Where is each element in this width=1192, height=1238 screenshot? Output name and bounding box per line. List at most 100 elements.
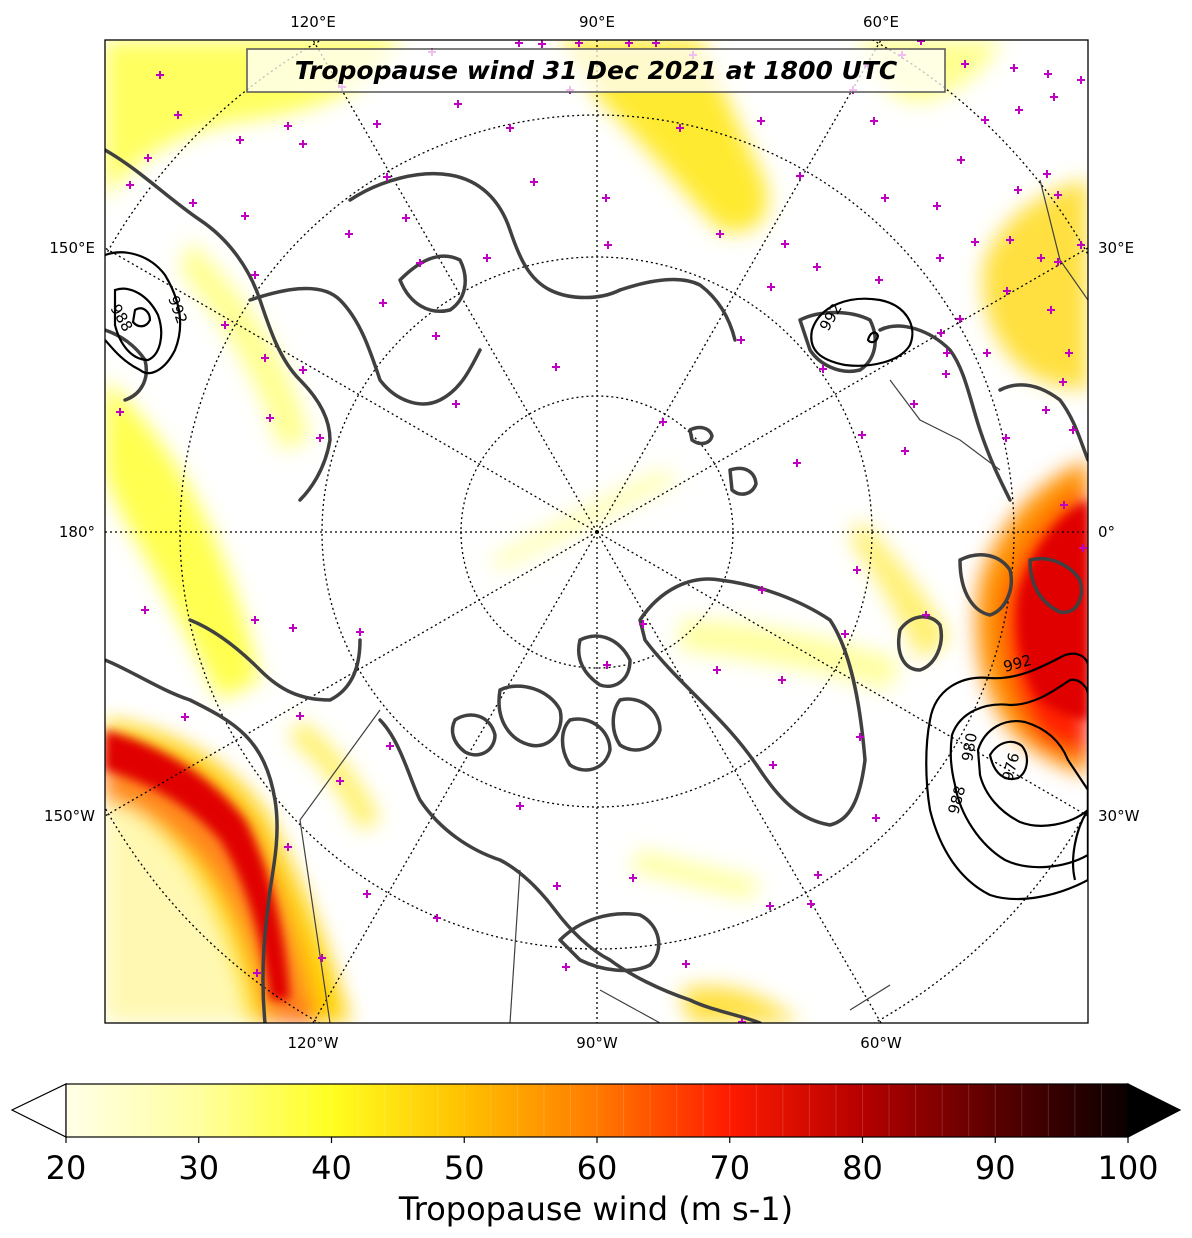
station-marker — [144, 154, 152, 162]
pressure-contours — [105, 251, 1088, 901]
lon-label-bottom: 90°W — [576, 1034, 618, 1052]
station-marker — [796, 172, 804, 180]
station-marker — [236, 136, 244, 144]
station-markers — [116, 40, 1087, 1023]
station-marker — [1069, 426, 1077, 434]
station-marker — [189, 199, 197, 207]
station-marker — [881, 194, 889, 202]
station-marker — [316, 434, 324, 442]
lon-label-left: 150°E — [49, 239, 95, 257]
station-marker — [769, 761, 777, 769]
station-marker — [289, 624, 297, 632]
station-marker — [603, 661, 611, 669]
station-marker — [432, 332, 440, 340]
station-marker — [266, 414, 274, 422]
coastlines — [105, 148, 1088, 1023]
station-marker — [1010, 64, 1018, 72]
station-marker — [116, 408, 124, 416]
station-marker — [562, 963, 570, 971]
colorbar-tick-label: 20 — [46, 1149, 87, 1187]
station-marker — [356, 628, 364, 636]
station-marker — [253, 969, 261, 977]
station-marker — [516, 802, 524, 810]
lon-label-right: 30°W — [1098, 807, 1140, 825]
lon-label-top: 120°E — [290, 13, 336, 31]
station-marker — [957, 156, 965, 164]
station-marker — [602, 194, 610, 202]
station-marker — [901, 447, 909, 455]
station-marker — [379, 299, 387, 307]
contour-label: 980 — [958, 731, 981, 762]
station-marker — [296, 712, 304, 720]
station-marker — [981, 116, 989, 124]
borders — [299, 179, 1088, 1023]
station-marker — [1077, 76, 1085, 84]
station-marker — [853, 566, 861, 574]
lon-label-bottom: 120°W — [288, 1034, 339, 1052]
station-marker — [402, 214, 410, 222]
station-marker — [1079, 544, 1087, 552]
lon-label-top: 90°E — [579, 13, 615, 31]
station-marker — [639, 620, 647, 628]
station-marker — [1006, 236, 1014, 244]
station-marker — [1054, 191, 1062, 199]
station-marker — [807, 900, 815, 908]
station-marker — [1050, 93, 1058, 101]
station-marker — [870, 117, 878, 125]
station-marker — [942, 370, 950, 378]
station-marker — [937, 329, 945, 337]
station-marker — [659, 418, 667, 426]
station-marker — [553, 882, 561, 890]
colorbar-tick-label: 70 — [709, 1149, 750, 1187]
station-marker — [454, 100, 462, 108]
station-marker — [126, 181, 134, 189]
station-marker — [1077, 241, 1085, 249]
station-marker — [1042, 406, 1050, 414]
colorbar-extend-high — [1127, 1083, 1182, 1138]
station-marker — [936, 254, 944, 262]
station-marker — [1060, 501, 1068, 509]
station-marker — [716, 230, 724, 238]
station-marker — [506, 124, 514, 132]
colorbar-tick-label: 50 — [444, 1149, 485, 1187]
lon-label-bottom: 60°W — [860, 1034, 902, 1052]
station-marker — [241, 212, 249, 220]
station-marker — [858, 431, 866, 439]
station-marker — [1002, 434, 1010, 442]
map-title: Tropopause wind 31 Dec 2021 at 1800 UTC — [295, 56, 898, 85]
station-marker — [922, 611, 930, 619]
station-marker — [933, 202, 941, 210]
colorbar-body — [66, 1084, 1128, 1137]
station-marker — [221, 321, 229, 329]
colorbar-label: Tropopause wind (m s-1) — [398, 1190, 793, 1228]
station-marker — [604, 241, 612, 249]
station-marker — [856, 733, 864, 741]
station-marker — [814, 871, 822, 879]
station-marker — [383, 173, 391, 181]
station-marker — [552, 363, 560, 371]
station-marker — [757, 117, 765, 125]
map-frame — [104, 39, 1089, 1024]
station-marker — [1044, 70, 1052, 78]
colorbar: 20 30 40 50 60 70 80 90 100 Tropopause wind (m s… — [10, 1083, 1182, 1228]
colorbar-tick-label: 100 — [1097, 1149, 1158, 1187]
colorbar-extend-low — [10, 1083, 67, 1138]
station-marker — [629, 874, 637, 882]
station-marker — [781, 240, 789, 248]
station-marker — [1037, 254, 1045, 262]
station-marker — [156, 71, 164, 79]
station-marker — [1054, 258, 1062, 266]
station-marker — [363, 890, 371, 898]
station-marker — [813, 263, 821, 271]
graticule — [105, 40, 1088, 1023]
colorbar-tick-label: 30 — [178, 1149, 219, 1187]
station-marker — [1014, 186, 1022, 194]
station-marker — [483, 254, 491, 262]
station-marker — [318, 954, 326, 962]
station-marker — [961, 60, 969, 68]
colorbar-ticks: 20 30 40 50 60 70 80 90 100 — [46, 1137, 1159, 1187]
station-marker — [682, 960, 690, 968]
station-marker — [872, 814, 880, 822]
longitude-labels: 120°E 90°E 60°E 120°W 90°W 60°W 150°E 18… — [44, 13, 1140, 1052]
